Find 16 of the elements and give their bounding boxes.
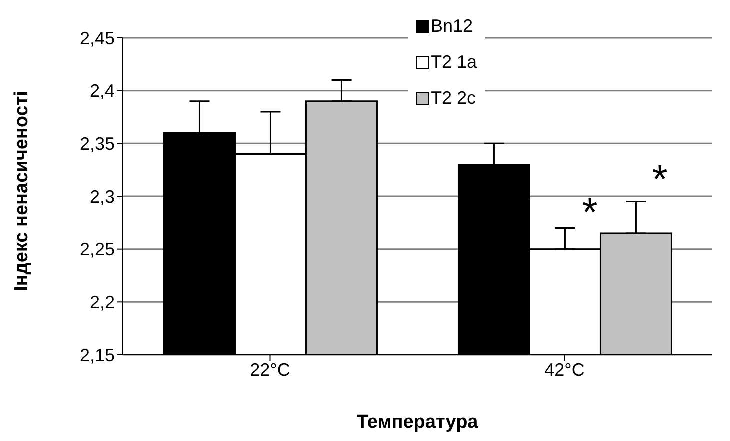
x-tick-label: 22°C	[250, 360, 290, 380]
annotation: *	[582, 191, 598, 235]
legend-label: Bn12	[431, 15, 474, 38]
y-tick-label: 2,3	[90, 186, 115, 207]
legend-label: T2 2c	[431, 87, 476, 110]
y-tick-label: 2,35	[80, 134, 115, 154]
y-tick-label: 2,4	[90, 81, 115, 102]
y-tick-label: 2,45	[80, 28, 115, 48]
y-tick-label: 2,25	[80, 240, 115, 260]
y-tick-label: 2,15	[80, 345, 115, 366]
x-tick-label: 42°C	[544, 360, 585, 380]
annotation: *	[652, 158, 668, 202]
x-axis-title: Температура	[356, 412, 479, 433]
y-axis-title: Індекс ненасиченості	[12, 91, 33, 292]
y-tick-label: 2,2	[90, 292, 115, 313]
legend-label: T2 1a	[431, 51, 478, 74]
